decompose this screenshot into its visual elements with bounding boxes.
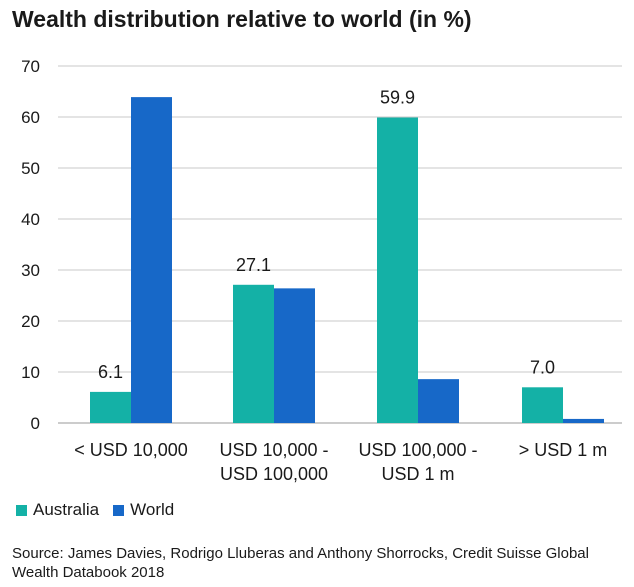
data-label-australia-2: 59.9: [380, 88, 415, 108]
legend: Australia World: [16, 500, 174, 520]
y-tick-label-70: 70: [21, 57, 40, 76]
chart-title: Wealth distribution relative to world (i…: [12, 6, 472, 32]
y-tick-label-0: 0: [31, 414, 40, 433]
legend-item-world: World: [113, 500, 174, 520]
bar-world-3: [563, 418, 604, 423]
legend-label-world: World: [130, 500, 175, 519]
bar-australia-0: [90, 391, 131, 423]
legend-item-australia: Australia: [16, 500, 99, 520]
bar-australia-2: [377, 117, 418, 423]
data-label-australia-3: 7.0: [530, 357, 555, 377]
x-tick-label-0-0: < USD 10,000: [74, 440, 188, 460]
legend-swatch-australia: [16, 504, 27, 516]
bar-world-2: [418, 379, 459, 423]
x-tick-label-2-1: USD 1 m: [381, 464, 454, 484]
bar-australia-1: [233, 284, 274, 423]
y-tick-label-40: 40: [21, 210, 40, 229]
legend-label-australia: Australia: [33, 500, 100, 519]
data-label-australia-1: 27.1: [236, 255, 271, 275]
source-note: Source: James Davies, Rodrigo Lluberas a…: [12, 545, 589, 581]
bar-world-0: [131, 97, 172, 424]
x-tick-label-1-1: USD 100,000: [220, 464, 328, 484]
data-label-australia-0: 6.1: [98, 362, 123, 382]
y-tick-label-60: 60: [21, 108, 40, 127]
x-tick-label-2-0: USD 100,000 -: [358, 440, 477, 460]
x-tick-label-1-0: USD 10,000 -: [219, 440, 328, 460]
bar-australia-3: [522, 387, 563, 423]
y-tick-label-30: 30: [21, 261, 40, 280]
y-tick-label-20: 20: [21, 312, 40, 331]
y-tick-label-50: 50: [21, 159, 40, 178]
x-tick-label-3-0: > USD 1 m: [519, 440, 608, 460]
legend-swatch-world: [113, 504, 125, 516]
bar-world-1: [274, 288, 315, 423]
y-tick-label-10: 10: [21, 363, 40, 382]
bar-chart: 0 10 20 30 40 50 60 70 6.1 27.1 59.9 7.0 < USD 10,00…: [21, 57, 622, 484]
